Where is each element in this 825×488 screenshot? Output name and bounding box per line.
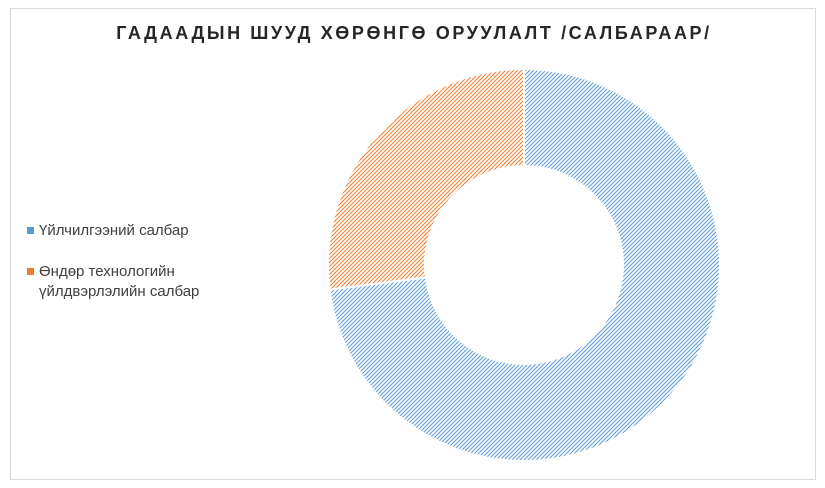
- chart-frame: ГАДААДЫН ШУУД ХӨРӨНГӨ ОРУУЛАЛТ /САЛБАРАА…: [10, 8, 816, 480]
- legend-swatch-hightech: [27, 268, 34, 275]
- chart-title: ГАДААДЫН ШУУД ХӨРӨНГӨ ОРУУЛАЛТ /САЛБАРАА…: [116, 23, 712, 43]
- legend-label-hightech: Өндөр технологийн үйлдвэрлэлийн салбар: [39, 263, 200, 300]
- legend-label-services: Үйлчилгээний салбар: [39, 222, 189, 239]
- donut-slices: [327, 67, 721, 462]
- donut-slice-services: [328, 67, 721, 462]
- legend-swatch-services: [27, 227, 34, 234]
- legend-item-hightech: Өндөр технологийн үйлдвэрлэлийн салбар: [27, 262, 267, 302]
- legend: Үйлчилгээний салбар Өндөр технологийн үй…: [27, 221, 267, 323]
- donut-slice-hightech: [327, 67, 525, 291]
- legend-item-services: Үйлчилгээний салбар: [27, 221, 267, 241]
- donut-chart: [327, 67, 721, 462]
